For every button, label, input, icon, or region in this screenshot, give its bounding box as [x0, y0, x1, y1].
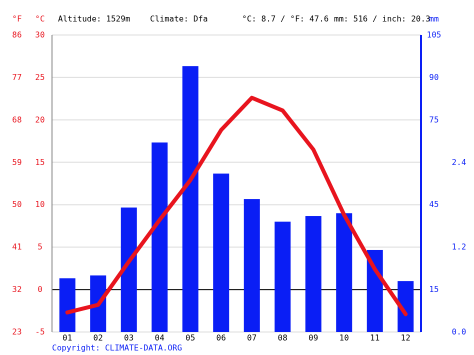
x-tick-label: 04: [155, 334, 165, 343]
precip-bar: [59, 278, 76, 332]
c-tick-label: 30: [35, 31, 45, 40]
precip-bar: [274, 221, 291, 332]
y2-tick-label: 75: [429, 115, 439, 124]
x-tick-label: 08: [278, 334, 288, 343]
y2-tick-label: 2.4: [452, 158, 467, 167]
precip-bar: [151, 142, 168, 332]
x-tick-label: 12: [401, 334, 411, 343]
y2-tick-label: 0.0: [452, 328, 467, 337]
y2-tick-label: 1.2: [452, 243, 467, 252]
f-tick-label: 50: [12, 200, 22, 209]
f-tick-label: 59: [12, 158, 22, 167]
c-tick-label: -5: [35, 328, 45, 337]
y2-tick-label: 45: [429, 200, 439, 209]
f-tick-label: 41: [12, 243, 22, 252]
x-tick-label: 01: [63, 334, 73, 343]
c-tick-label: 10: [35, 200, 45, 209]
c-tick-label: 25: [35, 73, 45, 82]
x-tick-label: 06: [216, 334, 226, 343]
precip-bar: [182, 66, 199, 332]
f-tick-label: 68: [12, 115, 22, 124]
x-tick-label: 05: [186, 334, 196, 343]
copyright: Copyright: CLIMATE-DATA.ORG: [52, 344, 182, 353]
x-tick-label: 09: [309, 334, 319, 343]
temp-line: [65, 95, 408, 317]
f-unit: °F: [12, 15, 22, 24]
x-tick-label: 02: [93, 334, 103, 343]
y2-tick-label: 15: [429, 285, 439, 294]
precip-bar: [397, 281, 414, 332]
precip-total: mm: 516 / inch: 20.3: [334, 15, 431, 24]
x-tick-label: 03: [124, 334, 134, 343]
f-tick-label: 23: [12, 328, 22, 337]
y2-tick-label: 90: [429, 73, 439, 82]
c-tick-label: 20: [35, 115, 45, 124]
mm-unit: mm: [429, 15, 439, 24]
f-tick-label: 86: [12, 31, 22, 40]
c-tick-label: 15: [35, 158, 45, 167]
altitude: Altitude: 1529m: [58, 15, 130, 24]
climate: Climate: Dfa: [150, 15, 208, 24]
c-tick-label: 5: [38, 243, 43, 252]
x-tick-label: 11: [370, 334, 380, 343]
precip-bar: [243, 199, 260, 332]
c-unit: °C: [35, 15, 45, 24]
f-tick-label: 77: [12, 73, 22, 82]
y2-tick-label: 105: [427, 31, 442, 40]
precip-bar: [305, 216, 322, 332]
precip-bar: [366, 249, 383, 332]
precip-bar: [120, 207, 137, 332]
f-tick-label: 32: [12, 285, 22, 294]
precip-bar: [213, 173, 230, 332]
c-tick-label: 0: [38, 285, 43, 294]
precip-bar: [336, 213, 353, 332]
temp-avg: °C: 8.7 / °F: 47.6: [242, 15, 329, 24]
x-tick-label: 07: [247, 334, 257, 343]
x-tick-label: 10: [339, 334, 349, 343]
